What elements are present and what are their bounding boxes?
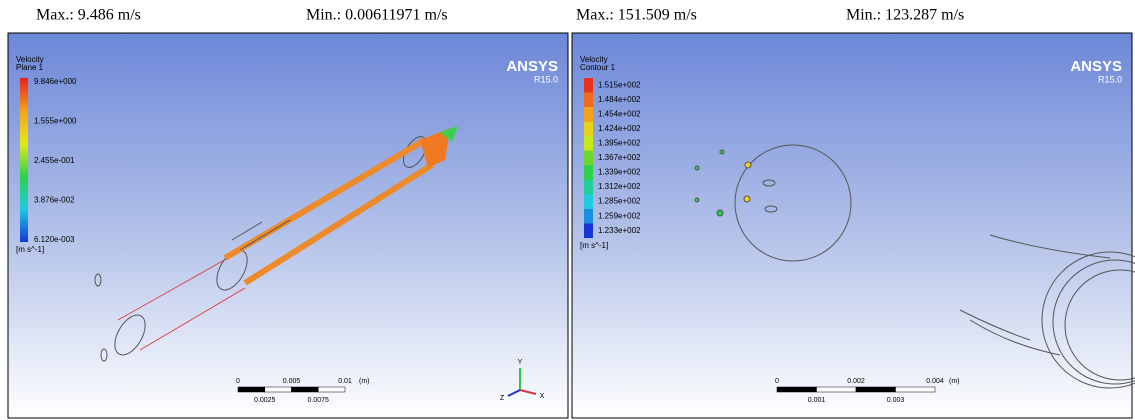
colorbar-block <box>584 179 593 195</box>
legend-title: Velocity <box>16 55 44 64</box>
scale-bar <box>318 386 346 393</box>
scale-bar <box>237 386 265 393</box>
triad-label: X <box>540 393 545 400</box>
legend-label: 1.233e+002 <box>598 226 641 235</box>
scale-label: 0 <box>236 378 240 385</box>
scale-bar <box>895 386 936 393</box>
header-min: Min.: 123.287 m/s <box>846 7 964 24</box>
triad-label: Y <box>518 359 523 366</box>
legend-subtitle: Plane 1 <box>16 63 44 72</box>
scale-label: 0.0025 <box>254 397 276 404</box>
legend-label: 2.455e-001 <box>34 156 75 165</box>
colorbar-block <box>584 121 593 137</box>
legend-unit: [m s^-1] <box>16 245 44 254</box>
legend-label: 9.846e+000 <box>34 77 77 86</box>
version: R15.0 <box>1098 74 1122 84</box>
colorbar-block <box>584 150 593 166</box>
colorbar-block <box>584 194 593 209</box>
colorbar-block <box>584 92 593 108</box>
colorbar-block <box>584 208 593 224</box>
colorbar-block <box>584 223 593 238</box>
brand: ANSYS <box>1070 58 1122 75</box>
legend-label: 1.312e+002 <box>598 182 641 191</box>
legend-label: 1.555e+000 <box>34 117 77 126</box>
scale-bar <box>291 386 319 393</box>
scale-label: 0 <box>775 378 779 385</box>
triad-x <box>519 389 537 395</box>
scale-label: 0.01 <box>338 378 352 385</box>
colorbar-block <box>584 165 593 180</box>
legend-label: 1.259e+002 <box>598 211 641 220</box>
scale-label: 0.001 <box>808 397 826 404</box>
scale-label: (m) <box>949 378 960 385</box>
legend-label: 3.876e-002 <box>34 196 75 205</box>
triad-z <box>507 389 521 397</box>
geometry-right <box>694 144 1135 389</box>
legend-label: 1.395e+002 <box>598 139 641 148</box>
legend-label: 1.454e+002 <box>598 109 641 118</box>
header-min: Min.: 0.00611971 m/s <box>306 7 448 24</box>
colorbar-block <box>584 136 593 151</box>
panel-left <box>7 32 569 419</box>
scale-label: 0.0075 <box>308 397 330 404</box>
scale-label: 0.002 <box>847 378 865 385</box>
scale-bar <box>264 386 292 393</box>
legend-label: 1.515e+002 <box>598 80 641 89</box>
scale-label: (m) <box>359 378 370 385</box>
scale-bar <box>855 386 896 393</box>
colorbar-block <box>584 107 593 122</box>
legend-label: 1.424e+002 <box>598 124 641 133</box>
legend-label: 1.339e+002 <box>598 168 641 177</box>
scale-label: 0.003 <box>887 397 905 404</box>
panel-right <box>571 32 1133 419</box>
brand: ANSYS <box>506 58 558 75</box>
header-max: Max.: 9.486 m/s <box>36 7 141 24</box>
legend-label: 1.285e+002 <box>598 197 641 206</box>
legend-label: 1.367e+002 <box>598 153 641 162</box>
geometry-left <box>94 126 458 362</box>
scale-bar <box>776 386 817 393</box>
legend-title: Velocity <box>580 55 608 64</box>
header-max: Max.: 151.509 m/s <box>576 7 697 24</box>
legend-unit: [m s^-1] <box>580 241 608 250</box>
scale-bar <box>816 386 857 393</box>
version: R15.0 <box>534 74 558 84</box>
triad-label: Z <box>500 395 505 402</box>
legend-subtitle: Contour 1 <box>580 63 616 72</box>
scale-label: 0.005 <box>283 378 301 385</box>
colorbar-block <box>584 78 593 93</box>
scale-label: 0.004 <box>926 378 944 385</box>
colorbar <box>20 78 28 242</box>
legend-label: 6.120e-003 <box>34 235 75 244</box>
legend-label: 1.484e+002 <box>598 95 641 104</box>
